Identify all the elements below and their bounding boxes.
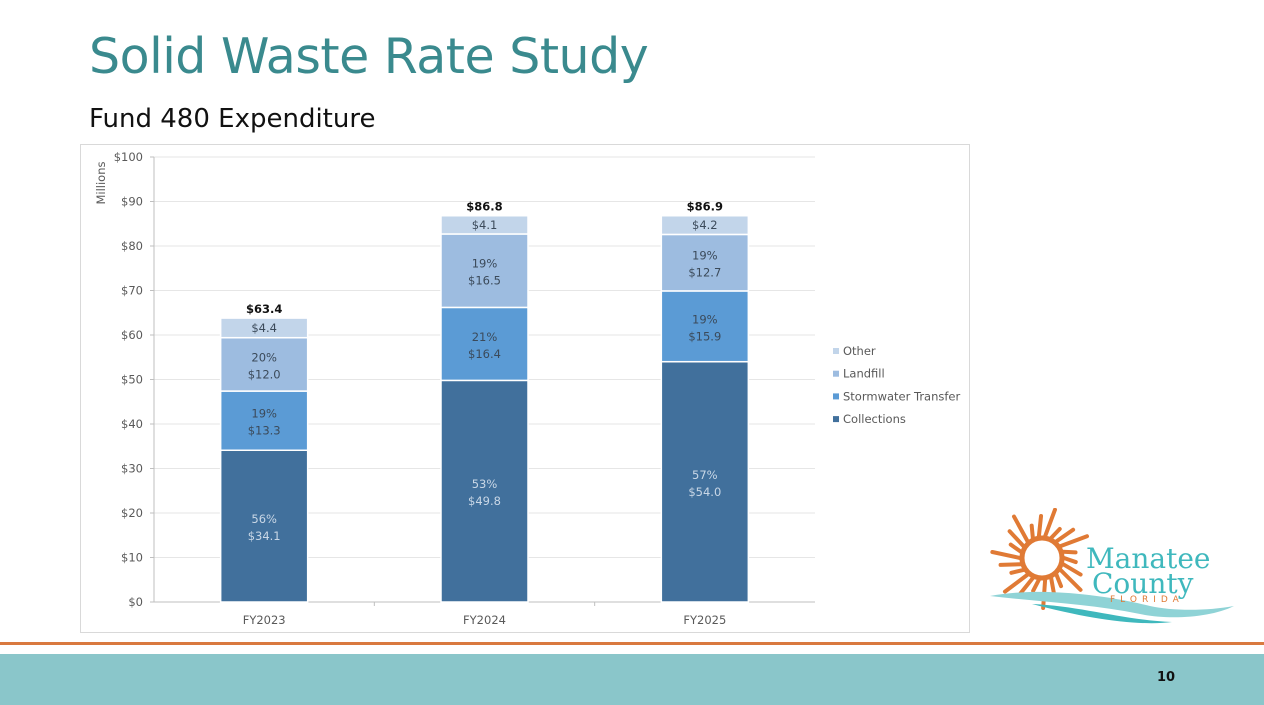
footer-band [0, 654, 1264, 705]
legend-label: Other [843, 344, 876, 358]
accent-rule [0, 642, 1264, 645]
legend-swatch [833, 348, 839, 354]
percent-label: 20% [251, 350, 277, 364]
legend-label: Collections [843, 412, 906, 426]
legend-label: Stormwater Transfer [843, 389, 961, 403]
bar-segment-other [219, 317, 309, 339]
sun-ray [1058, 567, 1083, 592]
value-label: $13.3 [248, 424, 281, 438]
slide-title: Solid Waste Rate Study [89, 28, 649, 85]
legend-swatch [833, 416, 839, 423]
y-tick-label: $20 [121, 506, 143, 520]
wave-shape-dark [1032, 604, 1172, 624]
percent-label: 57% [692, 468, 718, 482]
percent-label: 19% [251, 407, 277, 421]
stacked-bar-chart: $0 $10 $20 $30 $40 $50 $60 $70 $80 $90 $100 Million… [94, 150, 961, 627]
y-tick-label: $60 [121, 328, 143, 342]
sun-ray [1058, 534, 1089, 549]
sun-disc [1019, 535, 1065, 581]
page-number: 10 [1156, 670, 1176, 685]
value-label: $12.0 [248, 367, 281, 381]
bar-segment-stormwater-transfer [219, 390, 309, 452]
percent-label: 19% [692, 312, 718, 326]
sun-ray [1061, 549, 1078, 555]
bar-segment-stormwater-transfer [660, 290, 750, 363]
value-label: $54.0 [688, 485, 721, 499]
y-tick-label: $100 [114, 150, 143, 164]
value-label: $12.7 [688, 266, 721, 280]
sun-ray [1018, 576, 1035, 596]
x-tick-label: FY2024 [463, 613, 506, 627]
y-tick-label: $30 [121, 462, 143, 476]
slide-subtitle: Fund 480 Expenditure [89, 104, 376, 134]
sun-ray [1049, 526, 1062, 540]
y-tick-label: $90 [121, 195, 143, 209]
sun-ray [1009, 567, 1026, 575]
y-tick-label: $40 [121, 417, 143, 431]
x-tick-label: FY2025 [683, 613, 726, 627]
legend-label: Landfill [843, 367, 885, 381]
sun-ray [1043, 507, 1057, 539]
sun-ray [1029, 523, 1035, 540]
sun-ray [1062, 556, 1078, 565]
sun-icon [990, 507, 1089, 610]
expenditure-chart: $0 $10 $20 $30 $40 $50 $60 $70 $80 $90 $100 Million… [80, 144, 970, 633]
sun-ray [1012, 514, 1030, 544]
percent-label: 19% [692, 249, 718, 263]
x-tick-label: FY2023 [243, 613, 286, 627]
bar-segment-collections [440, 379, 529, 603]
sun-ray [1054, 527, 1076, 544]
total-label: $86.8 [466, 200, 502, 214]
percent-label: 19% [472, 257, 498, 271]
sun-ray [1008, 542, 1023, 554]
manatee-county-logo: Manatee County FLORIDA [972, 507, 1242, 632]
y-tick-label: $70 [121, 284, 143, 298]
bar-segment-landfill [440, 233, 529, 309]
y-tick-label: $80 [121, 239, 143, 253]
percent-label: 56% [251, 512, 277, 526]
legend-swatch [833, 370, 839, 377]
sun-ray [1054, 572, 1064, 589]
bar-segment-stormwater-transfer [440, 306, 529, 382]
sun-ray [1031, 577, 1041, 593]
bar-segment-collections [219, 449, 309, 603]
value-label: $34.1 [248, 529, 281, 543]
y-tick-label: $50 [121, 373, 143, 387]
y-tick-label: $0 [128, 595, 143, 609]
percent-label: 53% [472, 477, 498, 491]
value-label: $16.4 [468, 347, 501, 361]
logo-word-florida: FLORIDA [1110, 595, 1184, 605]
value-label: $4.1 [472, 218, 498, 232]
bar-segment-landfill [660, 233, 750, 292]
sun-ray [998, 562, 1023, 567]
sun-ray [1002, 572, 1030, 594]
wave-shape [990, 591, 1234, 618]
bar-segment-landfill [219, 336, 309, 392]
logo-word-manatee: Manatee [1086, 542, 1210, 575]
percent-label: 21% [472, 330, 498, 344]
sun-ray [1007, 529, 1026, 549]
total-label: $86.9 [687, 200, 723, 214]
value-label: $16.5 [468, 274, 501, 288]
value-label: $49.8 [468, 494, 501, 508]
logo-word-county: County [1092, 567, 1194, 600]
bar-segment-collections [660, 360, 750, 603]
sun-ray [1036, 514, 1044, 539]
total-label: $63.4 [246, 302, 282, 316]
sun-ray [990, 550, 1022, 560]
legend-swatch [833, 393, 839, 400]
bar-segment-other [660, 214, 750, 236]
value-label: $15.9 [688, 329, 721, 343]
value-label: $4.4 [251, 321, 277, 335]
y-axis-title: Millions [94, 161, 108, 204]
bar-segment-other [440, 214, 529, 235]
y-tick-label: $10 [121, 551, 143, 565]
sun-ray [1061, 562, 1083, 577]
value-label: $4.2 [692, 218, 718, 232]
